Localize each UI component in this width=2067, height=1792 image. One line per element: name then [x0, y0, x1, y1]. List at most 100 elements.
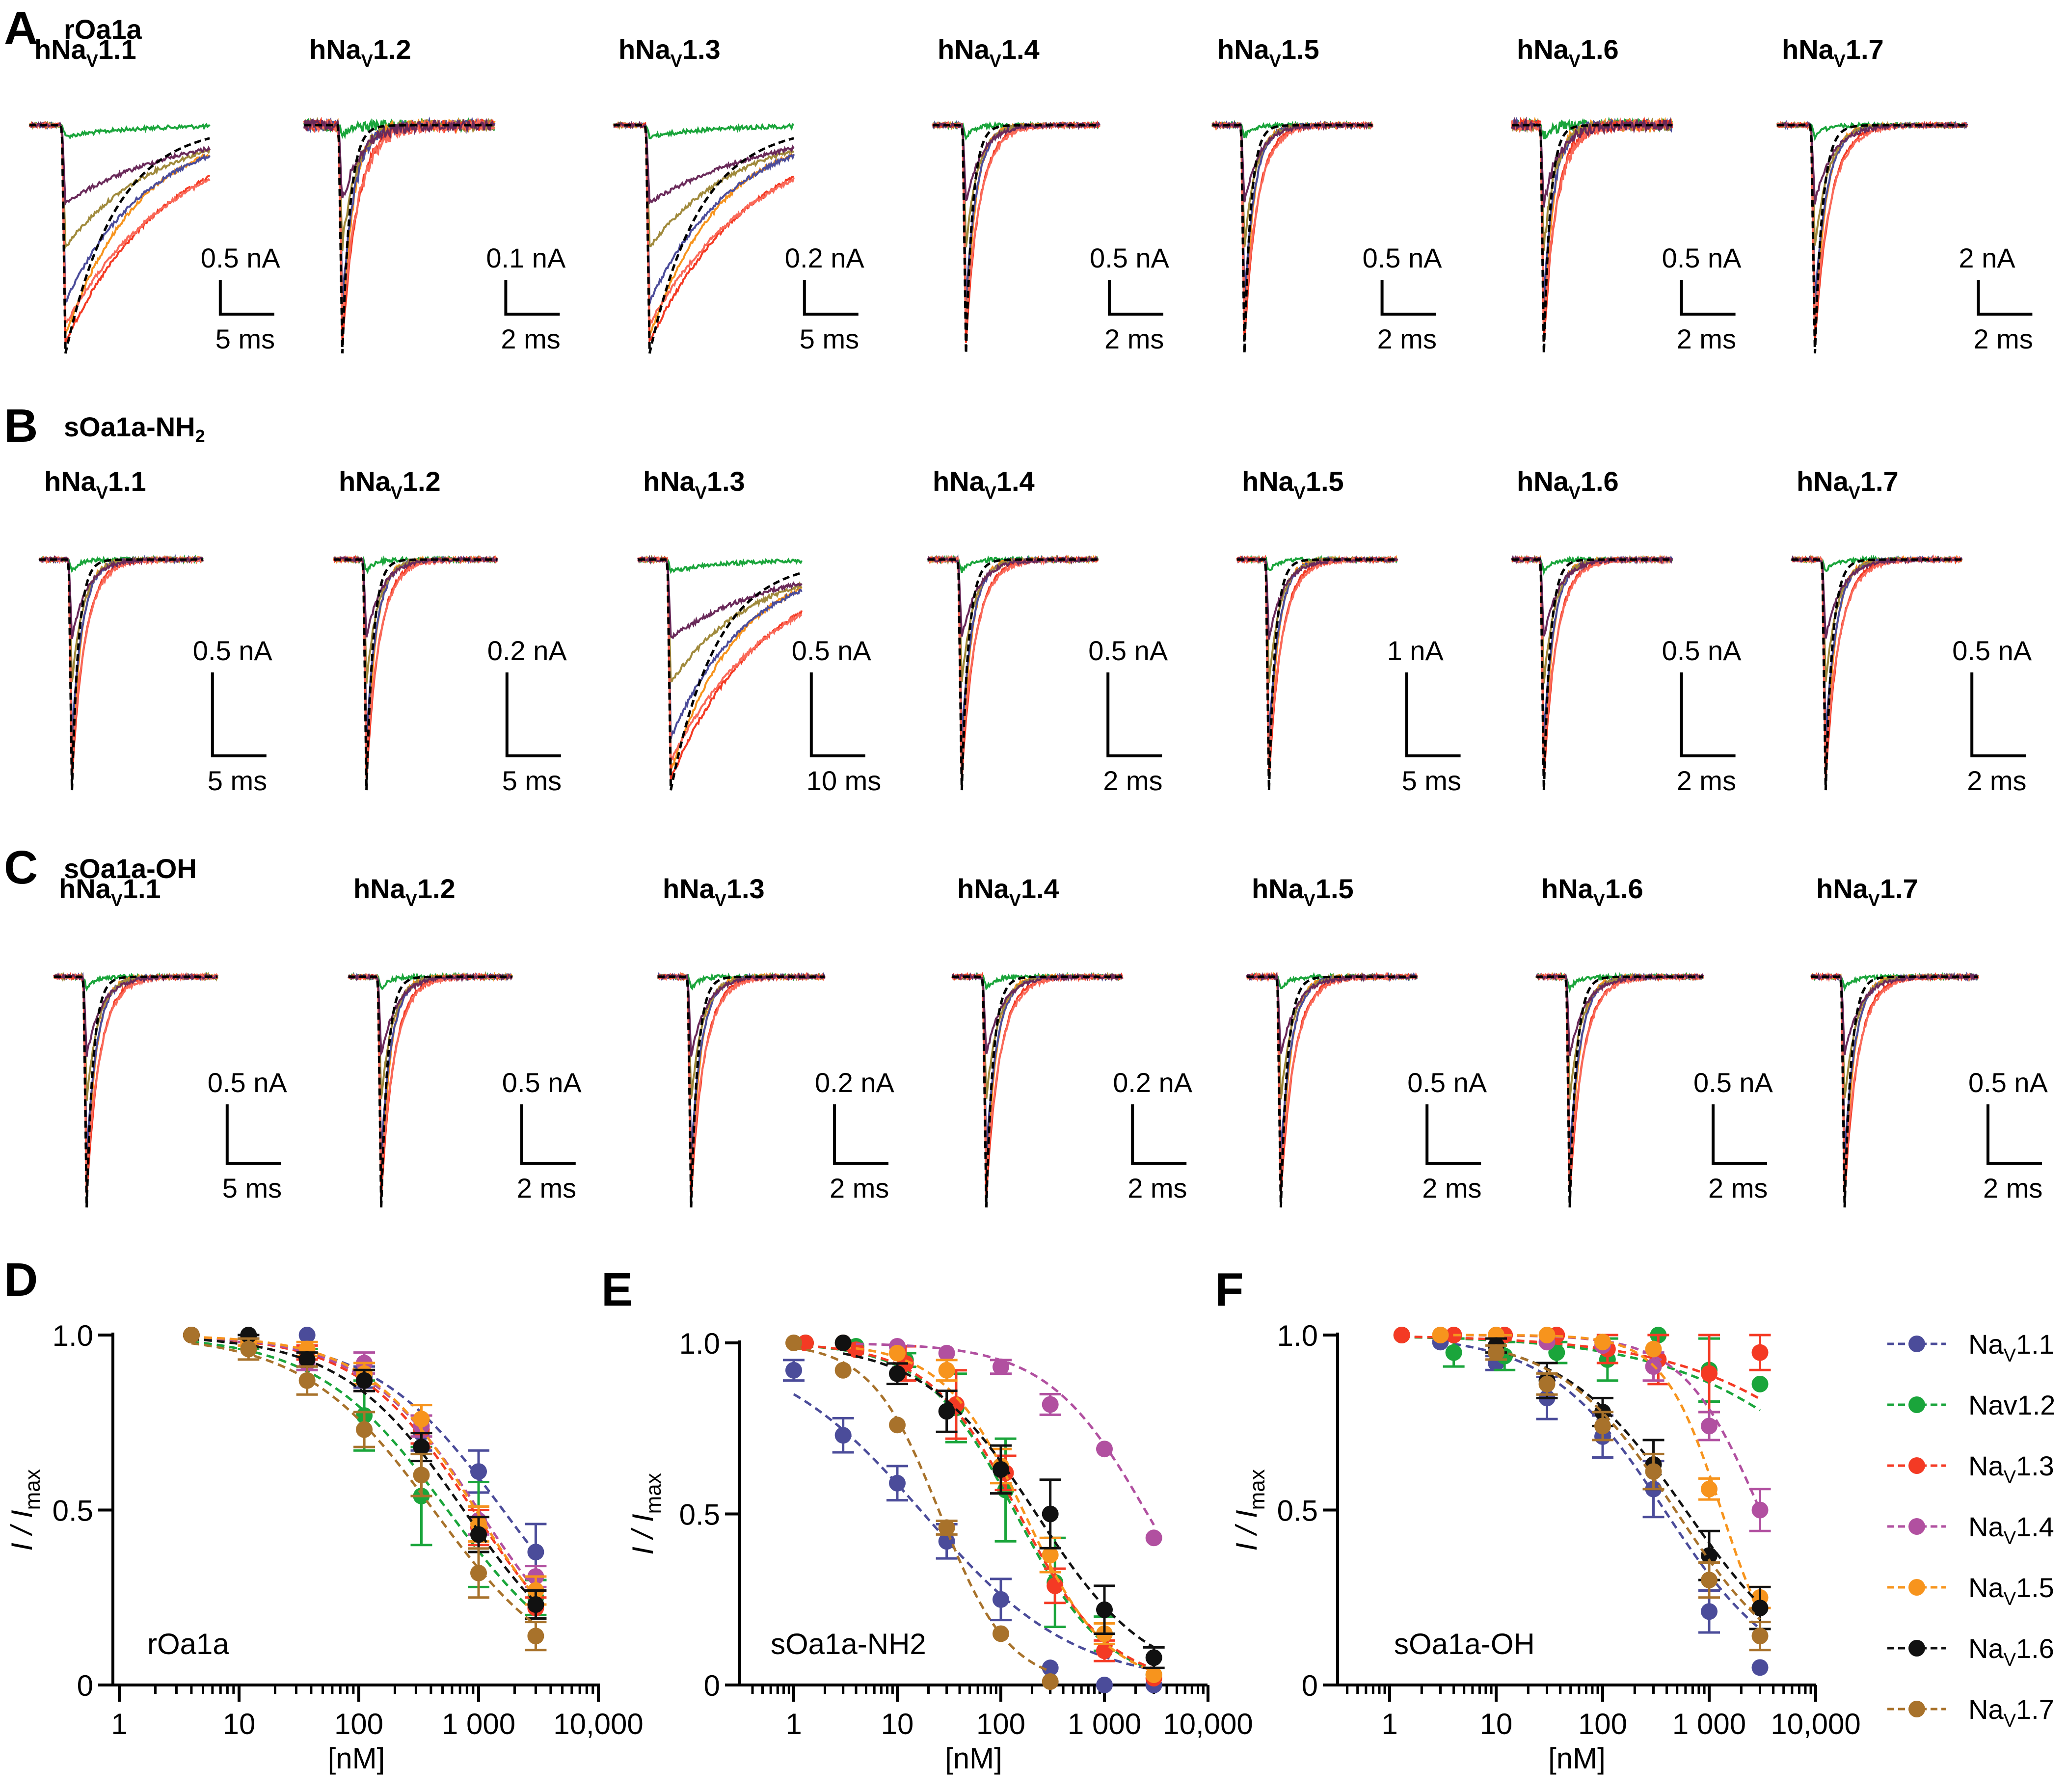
x-tick-label: 1: [785, 1708, 802, 1740]
trace-title-sub: V: [86, 51, 98, 71]
y-tick-label: 1.0: [679, 1327, 720, 1360]
y-axis-label: I / Imax: [1230, 1469, 1269, 1551]
x-tick-label: 1 000: [1672, 1708, 1746, 1740]
trace-title-base: hNa: [1242, 466, 1294, 497]
legend-item-nav1-1: NaV1.1: [1887, 1329, 2054, 1366]
fit-curve: [1401, 1335, 1761, 1400]
legend-label-num: 1.1: [2016, 1329, 2054, 1360]
control-trace: [1811, 975, 1978, 1208]
scale-bar: [1680, 672, 1736, 757]
scale-amplitude-label: 0.5 nA: [1693, 1067, 1773, 1098]
scale-bar: [1970, 672, 2026, 757]
scale-time-label: 10 ms: [806, 765, 882, 796]
legend-label-sub: V: [2004, 1650, 2016, 1670]
trace-title-num: 1.7: [1846, 34, 1884, 65]
scale-bar: [833, 1104, 888, 1165]
trace-title-base: hNa: [1797, 466, 1849, 497]
data-point: [1701, 1547, 1718, 1564]
trace-title: hNaV1.1: [44, 466, 146, 503]
y-axis-label: I / Imax: [5, 1469, 45, 1551]
trace-title-num: 1.3: [682, 34, 721, 65]
scale-bar: [1106, 672, 1162, 757]
chart-inset-title: sOa1a-OH: [1394, 1628, 1535, 1660]
data-point: [1145, 1666, 1162, 1684]
trace-title-num: 1.6: [1581, 34, 1619, 65]
data-point: [1042, 1673, 1059, 1690]
trace-title-num: 1.1: [98, 34, 136, 65]
trace-title: hNaV1.5: [1252, 873, 1354, 910]
data-point: [797, 1335, 814, 1351]
scale-amplitude-label: 2 nA: [1959, 242, 2015, 273]
data-point: [1701, 1365, 1718, 1382]
data-point: [1042, 1396, 1059, 1413]
control-trace: [614, 124, 794, 354]
scale-time-label: 5 ms: [222, 1173, 282, 1204]
scale-bar: [1986, 1104, 2042, 1165]
data-point: [470, 1564, 487, 1581]
trace-title: hNaV1.6: [1517, 34, 1619, 71]
trace-panel-a-1.3: hNaV1.3 0.2 nA 5 ms: [613, 34, 864, 354]
legend-item-nav1-3: NaV1.3: [1887, 1450, 2054, 1488]
scale-time-label: 2 ms: [501, 323, 560, 354]
data-point: [1751, 1600, 1769, 1617]
scale-time-label: 5 ms: [215, 323, 275, 354]
x-tick-label: 10: [881, 1708, 914, 1740]
data-point: [1432, 1327, 1449, 1343]
data-point: [834, 1362, 852, 1379]
series-nav1-6: [183, 1327, 547, 1620]
trace-title-sub: V: [1834, 51, 1846, 71]
scale-time-label: 2 ms: [830, 1173, 889, 1204]
trace-title-base: hNa: [1517, 466, 1569, 497]
legend-label: Nav1.2: [1968, 1390, 2055, 1420]
series-nav1-7: [1485, 1344, 1771, 1652]
scale-amplitude-label: 0.2 nA: [1113, 1067, 1193, 1098]
trace-title: hNaV1.1: [59, 873, 161, 910]
series-nav1-1: [783, 1359, 1162, 1693]
data-point: [298, 1351, 316, 1368]
trace-title: hNaV1.4: [933, 466, 1035, 503]
data-point: [1393, 1327, 1410, 1343]
trace-panel-b-1.6: hNaV1.6 0.5 nA 2 ms: [1511, 466, 1742, 796]
scale-amplitude-label: 0.5 nA: [208, 1067, 288, 1098]
trace-title-base: hNa: [1782, 34, 1834, 65]
control-trace: [928, 558, 1098, 791]
legend-item-nav1-5: NaV1.5: [1887, 1572, 2054, 1609]
trace-title: hNaV1.2: [339, 466, 441, 503]
y-axis-label: I / Imax: [626, 1473, 666, 1554]
data-point: [1096, 1601, 1113, 1618]
data-point: [356, 1421, 373, 1438]
panel-letter-b: B: [4, 400, 38, 452]
control-trace: [933, 124, 1100, 354]
control-trace: [1212, 124, 1373, 354]
series-nav1-4: [834, 1335, 1162, 1547]
trace-title: hNaV1.1: [34, 34, 136, 71]
data-point: [1594, 1418, 1611, 1435]
y-tick-label: 0.5: [1277, 1495, 1318, 1527]
legend-label: NaV1.7: [1968, 1694, 2054, 1731]
trace-title-base: hNa: [353, 873, 406, 904]
scale-time-label: 2 ms: [1983, 1173, 2042, 1204]
scale-bar: [504, 280, 560, 316]
data-point: [1538, 1327, 1556, 1343]
data-point: [834, 1335, 852, 1351]
legend-label-base: Na: [1968, 1572, 2004, 1603]
peptide-label-b-text: sOa1a-NH: [64, 411, 195, 442]
trace-title-sub: V: [111, 890, 123, 910]
scale-amplitude-label: 0.1 nA: [486, 242, 566, 273]
trace-title-sub: V: [1294, 482, 1306, 503]
data-point: [1145, 1649, 1162, 1666]
trace-title-base: hNa: [643, 466, 696, 497]
x-tick-label: 10,000: [1771, 1708, 1861, 1740]
trace-panel-c-1.2: hNaV1.2 0.5 nA 2 ms: [348, 873, 582, 1208]
data-point: [1548, 1344, 1565, 1361]
data-point: [1042, 1547, 1059, 1564]
chart-d: 0 0.5 1.0 1 10 100 1 000 10,000 [nM] I / Imax rOa1…: [5, 1319, 644, 1775]
trace-title-num: 1.4: [996, 466, 1035, 497]
trace-title-sub: V: [1593, 890, 1605, 910]
scale-bar: [1680, 280, 1736, 316]
legend-label-num: 1.4: [2016, 1511, 2054, 1542]
scale-amplitude-label: 0.5 nA: [1407, 1067, 1487, 1098]
trace-title: hNaV1.6: [1541, 873, 1643, 910]
trace-panel-a-1.6: hNaV1.6 0.5 nA 2 ms: [1511, 34, 1742, 354]
